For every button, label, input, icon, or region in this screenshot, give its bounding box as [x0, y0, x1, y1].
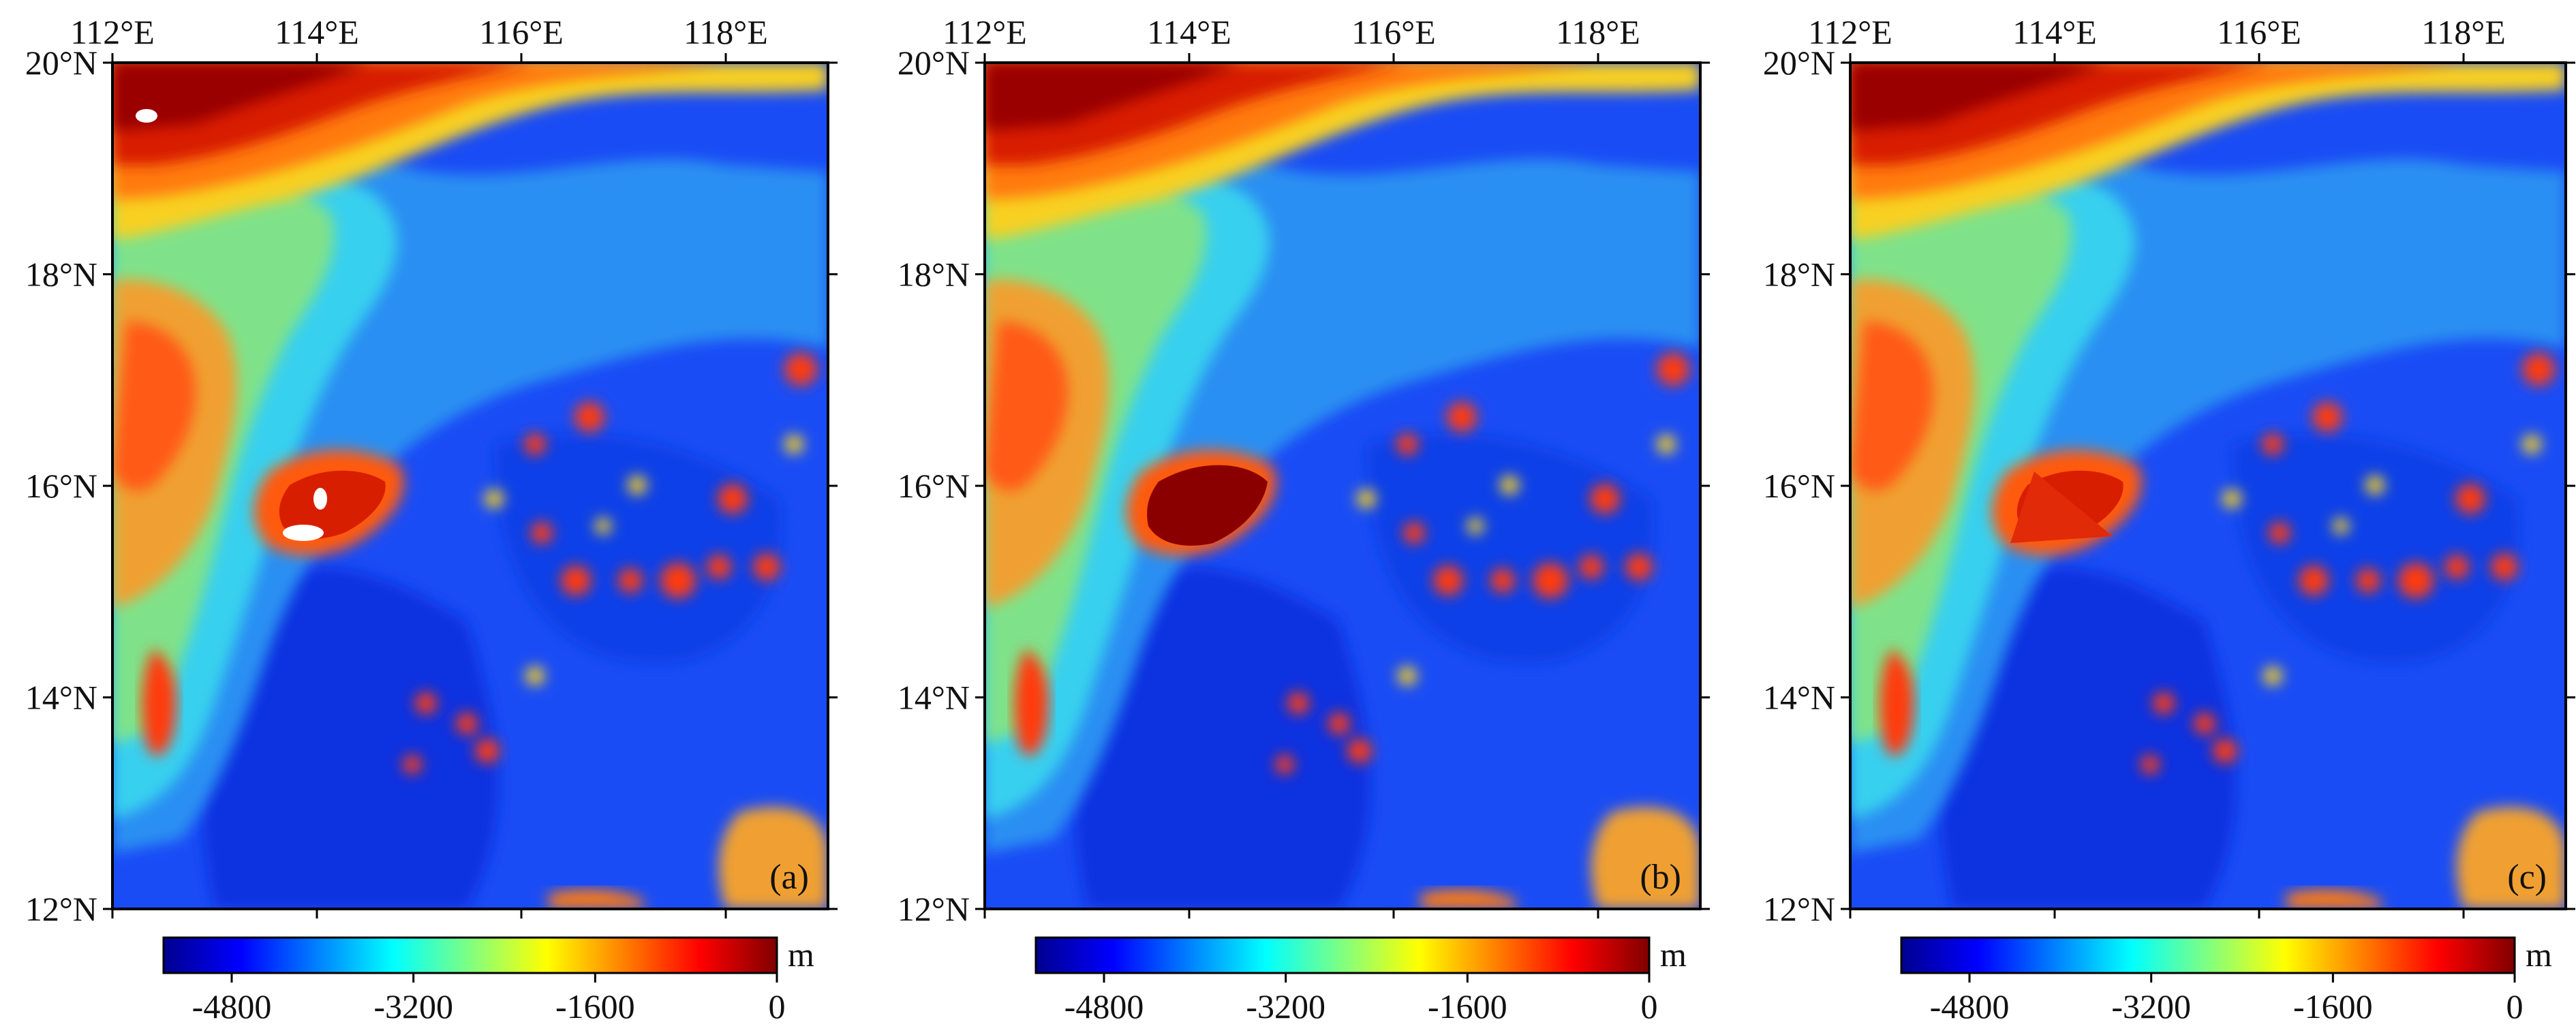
lon-tick-label: 112°E [70, 13, 155, 51]
bathymetry-image [112, 63, 828, 909]
bathymetry-image [985, 63, 1700, 909]
lon-tick-label: 116°E [2217, 13, 2301, 51]
lon-tick-label: 116°E [1351, 13, 1436, 51]
colorbars: -4800 -3200 -1600 0m-4800 -3200 -1600 0m-4800-… [162, 936, 2552, 1025]
colorbar-tick-label: -3200 [373, 987, 453, 1025]
lat-tick-label: 14°N [1763, 679, 1835, 717]
lat-tick-label: 12°N [1763, 890, 1835, 928]
lat-tick-label: 16°N [898, 467, 970, 505]
lon-tick-label: 112°E [1808, 13, 1892, 51]
colorbar-scale [1900, 936, 2516, 974]
colorbar-tick-label: -1600 [2293, 987, 2373, 1025]
colorbar: -4800 -3200 -1600 0m [1034, 936, 1687, 1025]
panel-label: (a) [769, 858, 809, 897]
lat-tick-label: 16°N [1763, 467, 1835, 505]
lat-tick-label: 18°N [25, 256, 97, 294]
colorbar-tick-label: -3200 [2111, 987, 2191, 1025]
lat-tick-label: 14°N [25, 679, 97, 717]
colorbar-tick-label: -1600 [555, 987, 635, 1025]
colorbar-unit: m [788, 936, 814, 974]
lat-tick-label: 18°N [1763, 256, 1835, 294]
lat-tick-label: 14°N [898, 679, 970, 717]
colorbar-scale [162, 936, 778, 974]
lat-tick-label: 20°N [898, 44, 970, 82]
colorbar-tick-label: -3200 [1246, 987, 1325, 1025]
colorbar: -4800 -3200 -1600 0m [1900, 936, 2552, 1025]
panel-label: (b) [1640, 858, 1681, 897]
lon-tick-label: 114°E [275, 13, 359, 51]
lon-tick-label: 116°E [479, 13, 564, 51]
colorbar-unit: m [1660, 936, 1687, 974]
lon-tick-label: 118°E [1556, 13, 1640, 51]
lat-tick-label: 12°N [898, 890, 970, 928]
map-panels: 112°E 114°E 116°E 118°E 20°N 18°N 16°N 14°N 12°N… [25, 13, 2575, 928]
bathymetry-image [1850, 63, 2566, 909]
colorbar-unit: m [2526, 936, 2552, 974]
map-panel-1: 112°E 114°E 116°E 118°E 20°N 18°N 16°N 14°N 12°N… [25, 13, 838, 928]
lat-tick-label: 12°N [25, 890, 97, 928]
lon-tick-label: 114°E [1147, 13, 1231, 51]
colorbar: -4800 -3200 -1600 0m [162, 936, 814, 1025]
colorbar-tick-label: -4800 [1064, 987, 1144, 1025]
panel-label: (c) [2507, 858, 2547, 897]
lat-tick-label: 20°N [25, 44, 97, 82]
colorbar-tick-label: -1600 [1428, 987, 1507, 1025]
colorbar-scale [1034, 936, 1651, 974]
lon-tick-label: 118°E [684, 13, 768, 51]
lon-tick-label: 114°E [2012, 13, 2097, 51]
colorbar-tick-label: 0 [2506, 987, 2524, 1025]
lat-tick-label: 20°N [1763, 44, 1835, 82]
lat-tick-label: 18°N [898, 256, 970, 294]
map-panel-2: 112°E 114°E 116°E 118°E 20°N 18°N 16°N 14°N 12°N… [898, 13, 1710, 928]
lat-tick-label: 16°N [25, 467, 97, 505]
lon-tick-label: 118°E [2421, 13, 2506, 51]
colorbar-tick-label: -4800 [192, 987, 272, 1025]
lon-tick-label: 112°E [942, 13, 1027, 51]
map-panel-3: 112°E 114°E 116°E 118°E 20°N 18°N 16°N 14°N 12°N… [1763, 13, 2575, 928]
colorbar-tick-label: 0 [1641, 987, 1658, 1025]
colorbar-tick-label: 0 [769, 987, 786, 1025]
colorbar-tick-label: -4800 [1930, 987, 2010, 1025]
